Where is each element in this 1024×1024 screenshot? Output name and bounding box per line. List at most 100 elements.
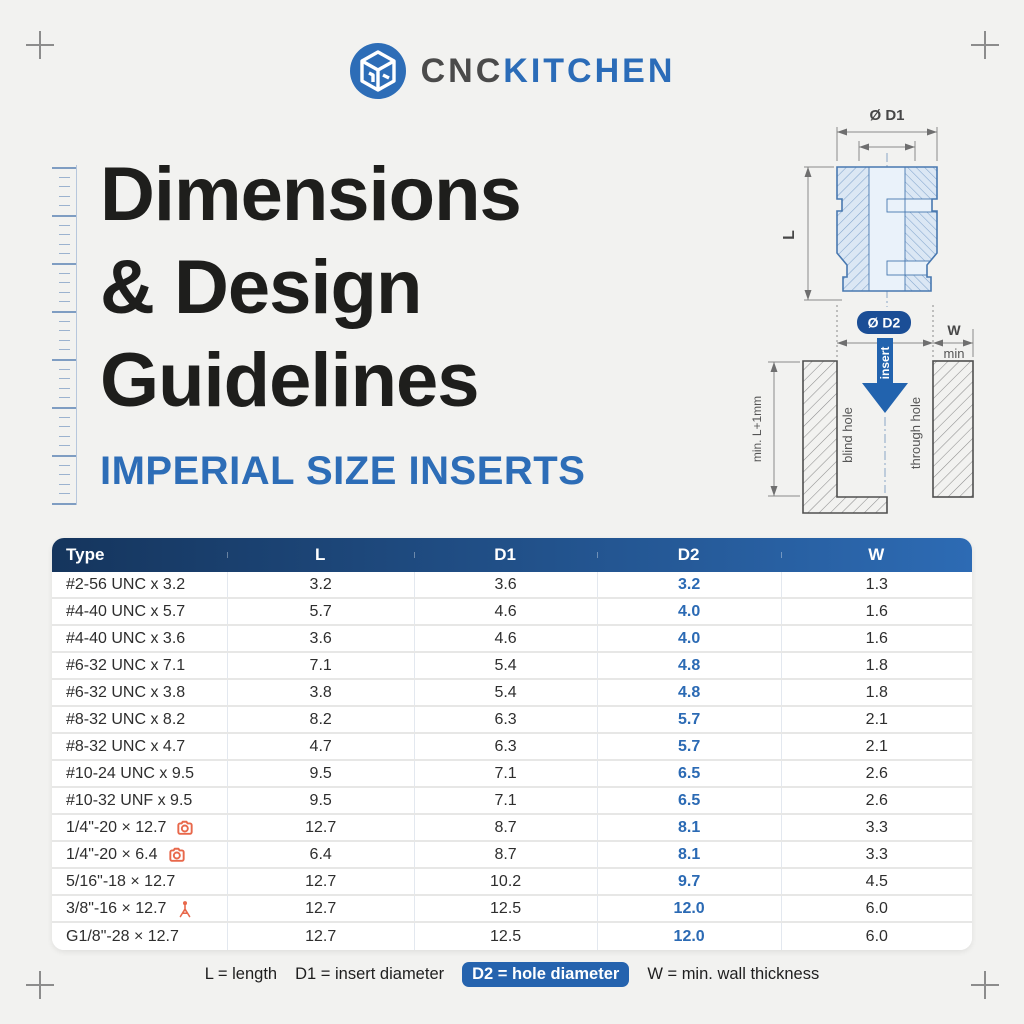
cell-type: #8-32 UNC x 4.7 [66,737,186,755]
cell-type: 3/8"-16 × 12.7 [52,896,227,921]
cell-type: G1/8"-28 × 12.7 [66,927,179,945]
logo-text-kitchen: KITCHEN [503,51,676,90]
cell-type: #10-32 UNF x 9.5 [66,791,193,809]
crop-mark-top-right [971,31,999,59]
cell-d1: 4.6 [413,599,597,624]
crop-mark-top-left [26,31,54,59]
dimension-l [804,166,842,301]
cell-d2: 4.8 [596,680,781,705]
cell-l: 9.5 [226,761,414,786]
table-row: #8-32 UNC x 8.2 8.2 6.3 5.7 2.1 [52,707,972,734]
dimension-w-arrows [933,339,973,347]
cell-w: 1.8 [780,653,972,678]
legend-d1: D1 = insert diameter [295,965,445,983]
cell-l: 12.7 [226,923,414,950]
label-min-depth: min. L+1mm [750,396,764,462]
cell-w: 1.6 [780,626,972,651]
through-hole-wall [932,360,974,498]
cell-d1: 7.1 [413,761,597,786]
crop-mark-bottom-right [971,971,999,999]
cell-w: 2.1 [780,707,972,732]
label-through-hole: through hole [908,397,923,469]
cell-type: #2-56 UNC x 3.2 [66,575,186,593]
cell-d1: 6.3 [413,734,597,759]
column-header-d1: D1 [413,545,597,565]
cell-d1: 6.3 [413,707,597,732]
cell-l: 4.7 [226,734,414,759]
camera-icon [168,847,185,862]
table-row: #4-40 UNC x 3.6 3.6 4.6 4.0 1.6 [52,626,972,653]
label-w: W [947,322,961,338]
table-row: #6-32 UNC x 7.1 7.1 5.4 4.8 1.8 [52,653,972,680]
cell-type: 1/4"-20 × 12.7 [52,815,227,840]
table-row: 1/4"-20 × 6.4 6.4 8.7 8.1 3.3 [52,842,972,869]
column-header-d2: D2 [596,545,781,565]
cell-d2: 6.5 [596,761,781,786]
dimension-d2-arrows [837,339,933,347]
cell-w: 1.6 [780,599,972,624]
table-header-row: Type L D1 D2 W [52,538,972,572]
cell-w: 2.1 [780,734,972,759]
cell-w: 6.0 [780,923,972,950]
cell-d2: 12.0 [596,896,781,921]
legend-w: W = min. wall thickness [647,965,820,983]
table-row: 1/4"-20 × 12.7 12.7 8.7 8.1 3.3 [52,815,972,842]
label-blind-hole: blind hole [840,407,855,463]
cell-l: 12.7 [226,815,414,840]
cell-d2: 8.1 [596,815,781,840]
table-row: #4-40 UNC x 5.7 5.7 4.6 4.0 1.6 [52,599,972,626]
cell-d1: 8.7 [413,842,597,867]
cell-type: #6-32 UNC x 7.1 [66,656,186,674]
table-row: #6-32 UNC x 3.8 3.8 5.4 4.8 1.8 [52,680,972,707]
insert-cross-section [836,166,938,292]
cell-type: #8-32 UNC x 8.2 [66,710,186,728]
cell-w: 1.8 [780,680,972,705]
cell-w: 4.5 [780,869,972,894]
cell-d1: 10.2 [413,869,597,894]
cell-w: 6.0 [780,896,972,921]
dimension-d1-arrows [837,128,937,151]
label-d2: Ø D2 [868,315,901,331]
table-row: G1/8"-28 × 12.7 12.7 12.5 12.0 6.0 [52,923,972,950]
cell-d1: 3.6 [413,572,597,597]
cell-d1: 12.5 [413,896,597,921]
cell-type: #4-40 UNC x 5.7 [66,602,186,620]
cnc-kitchen-logo-icon [349,43,406,99]
cell-w: 3.3 [780,842,972,867]
cell-l: 9.5 [226,788,414,813]
title-block: Dimensions & Design Guidelines IMPERIAL … [100,148,585,494]
column-header-type: Type [66,545,105,564]
cell-type: #6-32 UNC x 3.8 [66,683,186,701]
cell-d2: 6.5 [596,788,781,813]
page-title-line-2: & Design [100,245,422,330]
cell-l: 3.8 [226,680,414,705]
cell-d2: 8.1 [596,842,781,867]
cell-d2: 5.7 [596,707,781,732]
legend-bar: L = length D1 = insert diameter D2 = hol… [0,962,1024,987]
legend-l: L = length [204,965,278,983]
cell-d1: 12.5 [413,923,597,950]
ruler-graphic [50,165,78,505]
table-row: 3/8"-16 × 12.7 12.7 12.5 12.0 6.0 [52,896,972,923]
cell-d1: 4.6 [413,626,597,651]
cnc-kitchen-wordmark: CNC KITCHEN [421,52,676,91]
cell-d2: 5.7 [596,734,781,759]
dimension-l-arrows [804,167,812,300]
insert-dimensions-table: Type L D1 D2 W #2-56 UNC x 3.2 3.2 3.6 3.2 1… [52,538,972,950]
cell-d2: 4.0 [596,599,781,624]
label-min: min [944,346,965,361]
cnc-kitchen-logo: CNC KITCHEN [0,42,1024,100]
cell-d1: 8.7 [413,815,597,840]
cell-d1: 5.4 [413,653,597,678]
crop-mark-bottom-left [26,971,54,999]
tripod-icon [180,900,191,917]
table-row: #10-32 UNF x 9.5 9.5 7.1 6.5 2.6 [52,788,972,815]
cell-type: #4-40 UNC x 3.6 [66,629,186,647]
cell-d2: 4.8 [596,653,781,678]
dimension-min-depth-arrows [770,362,778,496]
blind-hole-wall [802,360,888,514]
cell-type: #10-24 UNC x 9.5 [66,764,195,782]
cell-l: 12.7 [226,869,414,894]
cell-l: 8.2 [226,707,414,732]
d2-badge [857,311,911,334]
